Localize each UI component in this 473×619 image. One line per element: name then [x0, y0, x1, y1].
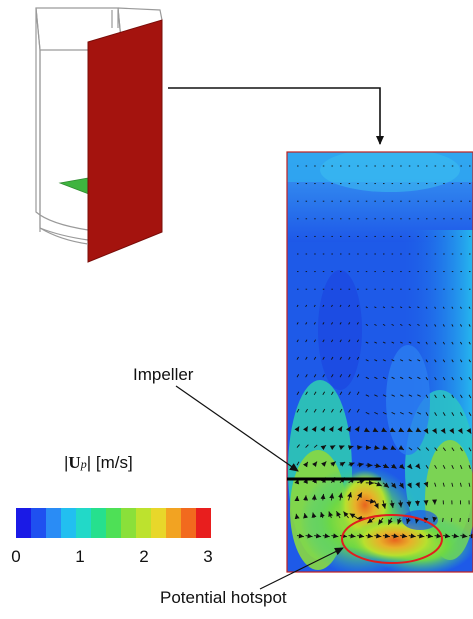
- hotspot-label: Potential hotspot: [160, 588, 287, 608]
- colorbar-title: |Up| [m/s]: [64, 453, 133, 473]
- colorbar-cell: [91, 508, 106, 538]
- colorbar-title-unit: [m/s]: [96, 453, 133, 472]
- colorbar-cell: [31, 508, 46, 538]
- colorbar-tick-3: 3: [198, 547, 218, 567]
- colorbar-cell: [76, 508, 91, 538]
- colorbar-cell: [166, 508, 181, 538]
- colorbar-cell: [151, 508, 166, 538]
- impeller-pointer: [176, 386, 298, 471]
- velocity-contour-panel: [287, 148, 473, 575]
- colorbar-cell: [121, 508, 136, 538]
- tank-sketch: [36, 8, 162, 262]
- impeller-label: Impeller: [133, 365, 193, 385]
- colorbar-tick-0: 0: [6, 547, 26, 567]
- velocity-vector: [314, 495, 315, 501]
- colorbar-tick-2: 2: [134, 547, 154, 567]
- colorbar-tick-1: 1: [70, 547, 90, 567]
- colorbar-strip: [16, 508, 211, 538]
- colorbar-cell: [136, 508, 151, 538]
- colorbar-cell: [61, 508, 76, 538]
- connector-arrow: [168, 88, 380, 144]
- cut-plane: [88, 20, 162, 262]
- colorbar-cell: [181, 508, 196, 538]
- velocity-vector: [451, 518, 452, 522]
- colorbar-title-symbol: U: [68, 453, 80, 472]
- velocity-vector: [460, 518, 461, 522]
- colorbar-cell: [196, 508, 211, 538]
- colorbar-title-bar-right: |: [87, 453, 91, 472]
- colorbar-cell: [106, 508, 121, 538]
- colorbar-cell: [46, 508, 61, 538]
- colorbar-cell: [16, 508, 31, 538]
